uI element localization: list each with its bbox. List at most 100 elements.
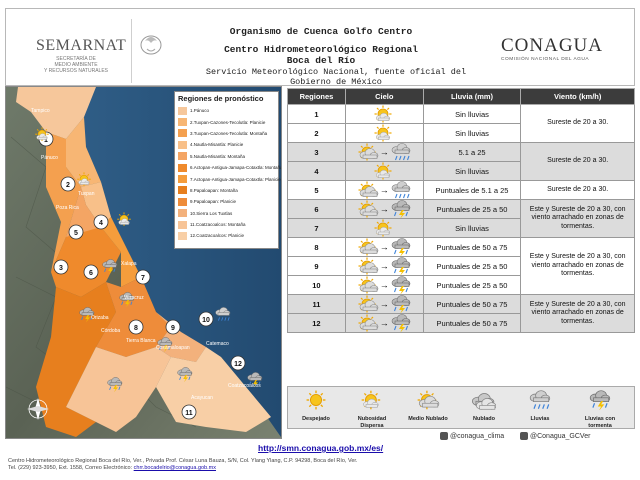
legend-swatch [178, 129, 187, 138]
rain-cell: Puntuales de 25 a 50 [422, 275, 522, 295]
table-row: 6 → Puntuales de 25 a 50 Este y Sureste … [287, 199, 635, 238]
legend-row: 8.Papaloapan: Montaña [178, 185, 275, 196]
arrow-right-icon: → [379, 242, 389, 252]
storm-icon [390, 238, 412, 256]
legend-swatch [178, 163, 187, 172]
col-header-wind: Viento (km/h) [520, 88, 635, 105]
legend-row: 6.Actopan-Antigua-Jamapa-Cotaxtla: Monta… [178, 162, 281, 173]
map-place-2: Pánuco [41, 155, 58, 161]
regions-legend: Regiones de pronóstico 1.Pánuco 2.Tuxpan-… [174, 91, 281, 249]
arrow-right-icon: → [379, 185, 389, 195]
half-cloudy-icon [357, 181, 379, 199]
legend-swatch [178, 231, 187, 240]
half-cloudy-icon [357, 200, 379, 218]
storm-icon [588, 390, 612, 410]
legend-label: 12.Coatzacoalcos: Planicie [190, 233, 245, 239]
region-number: 1 [287, 104, 346, 124]
region-number: 7 [287, 218, 346, 238]
region-6-shape [51, 227, 121, 297]
twitter-icon [440, 432, 448, 440]
arrow-right-icon: → [379, 299, 389, 309]
region-7-shape [101, 217, 141, 287]
map-region-11-label: 11 [185, 410, 193, 417]
half-cloudy-icon [357, 143, 379, 161]
sky-icons-legend: Despejado Nubosidad Dispersa Medio Nubla… [287, 386, 635, 429]
storm-icon [390, 295, 412, 313]
legend-cloudy-label: Nublado [473, 416, 495, 422]
twitter-handle[interactable]: @conagua_clima [440, 432, 504, 440]
conagua-name: CONAGUA [501, 35, 603, 56]
legend-label: 8.Papaloapan: Montaña [190, 187, 238, 193]
col-header-regions: Regiones [287, 88, 346, 105]
footer-contact: Tel. (229) 923-3950, Ext. 1558, Correo E… [8, 465, 478, 472]
legend-label: 2.Tuxpan-Cazones-Tecolutla: Planicie [190, 119, 266, 125]
few-clouds-icon [360, 390, 384, 410]
smn-link[interactable]: http://smn.conagua.gob.mx/es/ [258, 443, 384, 453]
mexican-eagle-emblem-icon [140, 35, 162, 55]
region-number: 2 [287, 123, 346, 143]
header-line-3: Boca del Río [286, 55, 356, 66]
table-row: 10 → Puntuales de 25 a 50 [287, 275, 635, 295]
region-1-shape [16, 87, 96, 139]
legend-row: 9.Papaloapan: Planicie [178, 196, 275, 207]
wind-cell: Este y Sureste de 20 a 30, con viento ar… [520, 199, 635, 238]
rain-icon [528, 390, 552, 410]
legend-row: 1.Pánuco [178, 105, 275, 116]
half-cloudy-icon [357, 238, 379, 256]
wind-cell: Sureste de 20 a 30. [520, 104, 635, 143]
map-region-6-label: 6 [89, 270, 93, 277]
header-line-1: Organismo de Cuenca Golfo Centro [229, 26, 413, 37]
sky-cell [344, 123, 424, 143]
legend-swatch [178, 175, 187, 184]
wind-cell: Sureste de 20 a 30. [520, 142, 635, 181]
rain-cell: Puntuales de 25 a 50 [422, 199, 522, 219]
semarnat-sub-1: SECRETARÍA DE [56, 56, 96, 62]
arrow-right-icon: → [379, 204, 389, 214]
sky-cell [344, 218, 424, 238]
table-row: 9 → Puntuales de 25 a 50 [287, 256, 635, 276]
rain-cell: Puntuales de 50 a 75 [422, 294, 522, 314]
table-row: 1 Sin lluvias Sureste de 20 a 30. [287, 104, 635, 143]
region-number: 9 [287, 256, 346, 276]
few-clouds-icon [373, 124, 395, 142]
legend-storm: Lluvias con tormenta [576, 390, 624, 429]
legend-row: 12.Coatzacoalcos: Planicie [178, 230, 275, 241]
map-place-5: Xalapa [121, 261, 137, 267]
conagua-sub: COMISIÓN NACIONAL DEL AGUA [501, 57, 590, 62]
forecast-table: Regiones Cielo Lluvia (mm) Viento (km/h)… [287, 88, 635, 333]
region-number: 12 [287, 313, 346, 333]
sky-cell: → [344, 294, 424, 314]
arrow-right-icon: → [379, 280, 389, 290]
semarnat-sub-3: Y RECURSOS NATURALES [44, 68, 108, 74]
footer-email-link[interactable]: chrr.bocadelrio@conagua.gob.mx [133, 465, 216, 471]
sky-cell: → [344, 256, 424, 276]
north-arrow-icon [27, 398, 49, 420]
map-place-3: Tuxpan [78, 191, 95, 197]
map-region-5-label: 5 [74, 230, 78, 237]
wind-cell: Este y Sureste de 20 a 30, con viento ar… [520, 237, 635, 295]
sky-cell [344, 161, 424, 181]
region-2-shape [66, 117, 101, 187]
legend-swatch [178, 140, 187, 149]
half-cloudy-icon [357, 295, 379, 313]
legend-swatch [178, 209, 187, 218]
sun-icon [305, 389, 327, 411]
header-line-2: Centro Hidrometeorológico Regional [224, 44, 418, 55]
rain-icon [390, 143, 412, 161]
region-number: 3 [287, 142, 346, 162]
rain-cell: Puntuales de 25 a 50 [422, 256, 522, 276]
header-line-4: Servicio Meteorológico Nacional, fuente … [205, 67, 467, 87]
legend-half: Medio Nublado [404, 390, 452, 423]
map-place-7: Orizaba [91, 315, 109, 321]
facebook-handle[interactable]: @Conagua_GCVer [520, 432, 590, 440]
map-place-11: Acayucan [191, 395, 213, 401]
legend-label: 4.Nautla-Misantla: Planicie [190, 142, 244, 148]
legend-swatch [178, 152, 187, 161]
region-number: 4 [287, 161, 346, 181]
legend-cloudy: Nublado [460, 390, 508, 423]
storm-icon [390, 257, 412, 275]
semarnat-name: SEMARNAT [36, 37, 127, 54]
legend-clear-label: Despejado [302, 416, 330, 422]
map-region-8-label: 8 [134, 325, 138, 332]
